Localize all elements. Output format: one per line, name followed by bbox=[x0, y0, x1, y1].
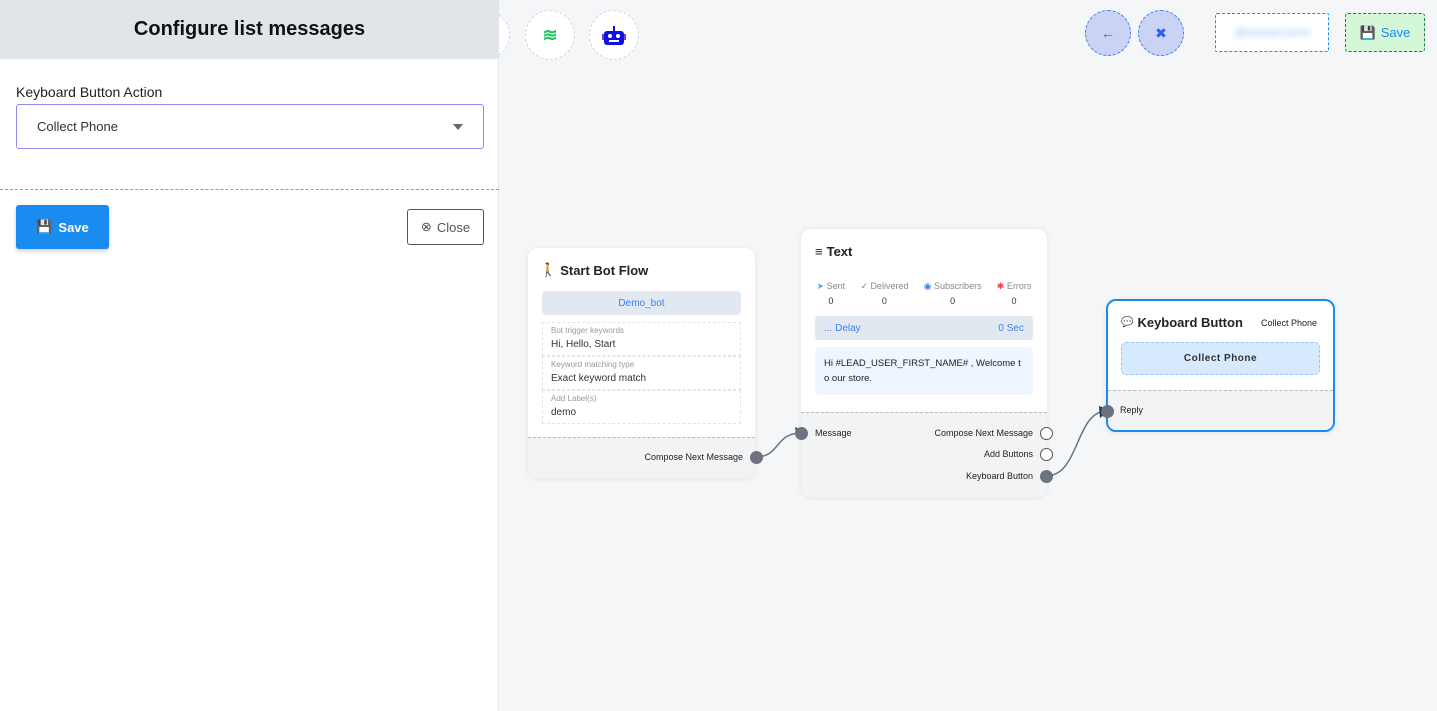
save-button[interactable]: 💾 Save bbox=[16, 205, 109, 249]
selected-value: Collect Phone bbox=[37, 119, 118, 134]
save-icon: 💾 bbox=[36, 219, 53, 234]
bug-icon: ✱ bbox=[996, 281, 1005, 291]
node-type: Collect Phone bbox=[1260, 317, 1317, 328]
output-label: Add Buttons bbox=[983, 449, 1033, 459]
input-label: Message bbox=[815, 428, 852, 438]
check-circle-icon: ✓ bbox=[860, 281, 868, 291]
start-bot-flow-node[interactable]: 🚶 Start Bot Flow Demo_bot Bot trigger key… bbox=[528, 248, 755, 478]
text-node[interactable]: ≡ Text ➤ Sent 0 ✓ Delivered 0 ◉ Subscribers… bbox=[801, 229, 1047, 497]
compress-icon: ✖ bbox=[1155, 24, 1167, 41]
field-matching: Keyword matching type Exact keyword match bbox=[542, 356, 741, 390]
back-button[interactable]: ← bbox=[1085, 10, 1131, 56]
delay-bar: ... Delay 0 Sec bbox=[815, 316, 1033, 340]
keyboard-action-select[interactable]: Collect Phone bbox=[16, 104, 484, 149]
field-keywords: Bot trigger keywords Hi, Hello, Start bbox=[542, 322, 741, 356]
output-label: Compose Next Message bbox=[644, 452, 743, 462]
node-title: Start Bot Flow bbox=[560, 262, 649, 278]
save-icon: 💾 bbox=[1359, 24, 1376, 40]
output-label: Keyboard Button bbox=[965, 471, 1033, 481]
input-port[interactable] bbox=[795, 427, 808, 440]
walking-icon: 🚶 bbox=[540, 262, 557, 277]
stat-subscribers: ◉ Subscribers 0 bbox=[923, 281, 982, 306]
robot-icon bbox=[602, 26, 626, 45]
input-label: Reply bbox=[1120, 405, 1144, 415]
output-port[interactable] bbox=[1040, 427, 1053, 440]
close-circle-icon: ⊗ bbox=[420, 219, 432, 234]
stack-icon: ≋ bbox=[542, 24, 558, 45]
field-label: Keyboard Button Action bbox=[16, 84, 163, 100]
bot-button[interactable] bbox=[589, 10, 639, 60]
account-name: @botusername bbox=[1234, 26, 1310, 39]
input-port[interactable] bbox=[1101, 405, 1114, 418]
config-panel: Configure list messages Keyboard Button … bbox=[0, 0, 499, 711]
stat-delivered: ✓ Delivered 0 bbox=[860, 281, 909, 306]
edge-start-to-text bbox=[755, 432, 802, 458]
close-label: Close bbox=[436, 219, 471, 235]
message-text: Hi #LEAD_USER_FIRST_NAME# , Welcome to o… bbox=[815, 347, 1033, 395]
output-port[interactable] bbox=[750, 451, 763, 464]
edge-text-to-keyboard bbox=[1045, 410, 1108, 477]
caret-down-icon bbox=[453, 123, 463, 130]
comment-icon: 💬 bbox=[1121, 317, 1134, 328]
user-circle-icon: ◉ bbox=[923, 281, 932, 291]
node-title: Keyboard Button bbox=[1137, 315, 1243, 330]
stat-sent: ➤ Sent 0 bbox=[816, 281, 846, 306]
account-field[interactable]: @botusername bbox=[1215, 13, 1329, 52]
output-port[interactable] bbox=[1040, 448, 1053, 461]
stat-errors: ✱ Errors 0 bbox=[996, 281, 1032, 306]
arrow-left-icon: ← bbox=[1101, 25, 1115, 41]
field-labels: Add Label(s) demo bbox=[542, 390, 741, 424]
keyboard-button[interactable]: Collect Phone bbox=[1121, 342, 1320, 375]
list-icon: ≡ bbox=[815, 244, 823, 259]
output-port[interactable] bbox=[1040, 470, 1053, 483]
send-icon: ➤ bbox=[816, 281, 825, 291]
bot-name: Demo_bot bbox=[542, 291, 741, 315]
keyboard-button-node[interactable]: 💬 Keyboard Button Collect Phone Collect P… bbox=[1106, 299, 1335, 432]
save-label: Save bbox=[1380, 25, 1411, 40]
compress-button[interactable]: ✖ bbox=[1138, 10, 1184, 56]
close-button[interactable]: ⊗ Close bbox=[407, 209, 484, 245]
stack-button[interactable]: ≋ bbox=[525, 10, 575, 60]
output-label: Compose Next Message bbox=[934, 428, 1033, 438]
toolbar-save-button[interactable]: 💾 Save bbox=[1345, 13, 1425, 52]
node-title: Text bbox=[826, 244, 853, 259]
save-label: Save bbox=[58, 219, 89, 235]
panel-title: Configure list messages bbox=[0, 0, 499, 59]
divider bbox=[0, 189, 499, 190]
